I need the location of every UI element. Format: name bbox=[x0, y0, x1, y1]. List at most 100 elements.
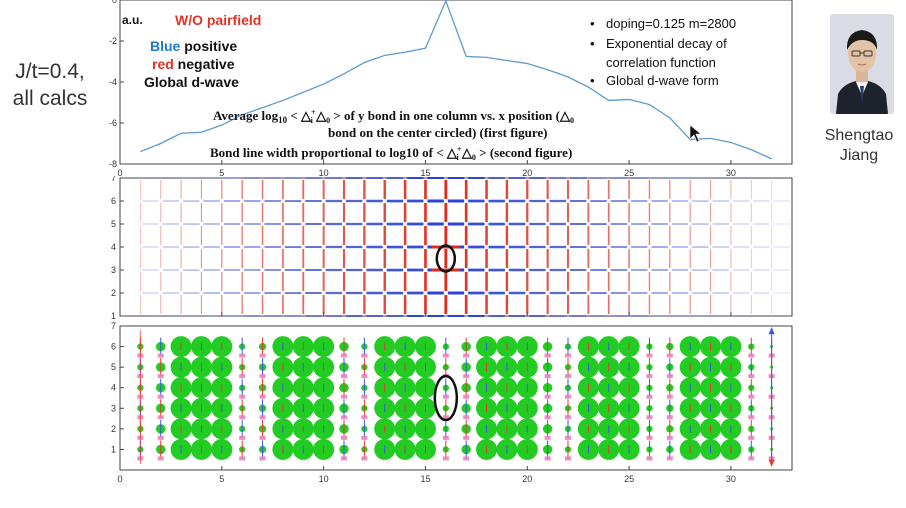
y-tick-label: 0 bbox=[112, 0, 117, 5]
hole-marker bbox=[259, 415, 266, 420]
bullet-list: • doping=0.125 m=2800 • Exponential deca… bbox=[590, 16, 736, 88]
hole-marker bbox=[442, 394, 449, 399]
caption-avg: Average log bbox=[213, 108, 279, 123]
hole-marker bbox=[341, 415, 347, 420]
hole-marker bbox=[341, 456, 347, 461]
hole-marker bbox=[646, 353, 653, 358]
caption-mid: < △ bbox=[287, 108, 312, 123]
hole-marker bbox=[666, 394, 673, 399]
hole-marker bbox=[239, 374, 246, 379]
bullet-2-text: Exponential decay of bbox=[606, 36, 727, 51]
hole-marker bbox=[442, 456, 449, 461]
hole-marker bbox=[565, 394, 571, 399]
hole-marker bbox=[259, 374, 266, 379]
hole-marker bbox=[565, 435, 571, 440]
caption-line3-subi: i bbox=[456, 153, 459, 162]
lattice-axis-ticks: 1 2 3 4 5 6 7 bbox=[111, 176, 732, 321]
hole-marker bbox=[361, 415, 368, 420]
hole-marker bbox=[565, 353, 571, 358]
hole-marker bbox=[463, 415, 470, 420]
legend-blue-rest: positive bbox=[180, 38, 237, 54]
hole-marker bbox=[157, 415, 164, 420]
hole-marker bbox=[544, 353, 551, 358]
caption-sub10: 10 bbox=[278, 115, 288, 125]
y-tick-label: 4 bbox=[111, 383, 116, 393]
hole-marker bbox=[748, 435, 755, 440]
hole-marker bbox=[361, 435, 368, 440]
hole-marker bbox=[239, 394, 246, 399]
x-tick-label: 30 bbox=[726, 168, 736, 178]
x-tick-label: 20 bbox=[522, 474, 532, 484]
hole-marker bbox=[361, 456, 368, 461]
y-tick-label: -6 bbox=[109, 118, 117, 128]
hole-marker bbox=[463, 374, 470, 379]
hole-marker bbox=[157, 374, 164, 379]
x-tick-label: 15 bbox=[420, 168, 430, 178]
legend-blue-word: Blue bbox=[150, 38, 181, 54]
legend-red-word: red bbox=[152, 56, 174, 72]
y-tick-label: -2 bbox=[109, 36, 117, 46]
scatter-axis-ticks: 0 5 10 15 20 25 30 1 2 3 4 5 6 7 bbox=[111, 322, 736, 484]
hole-marker bbox=[463, 456, 470, 461]
hole-marker bbox=[361, 374, 368, 379]
x-tick-label: 5 bbox=[219, 168, 224, 178]
hole-marker bbox=[341, 353, 347, 358]
x-tick-label: 30 bbox=[726, 474, 736, 484]
caption-line-2: bond on the center circled) (first figur… bbox=[328, 125, 548, 140]
x-tick-label: 0 bbox=[117, 168, 122, 178]
bullet-1: • bbox=[590, 16, 595, 31]
hole-marker bbox=[666, 456, 673, 461]
side-note-line-2: all calcs bbox=[12, 87, 88, 110]
hole-marker bbox=[442, 415, 449, 420]
hole-marker bbox=[544, 374, 551, 379]
hole-marker bbox=[463, 435, 470, 440]
caption-sub0b: 0 bbox=[570, 116, 574, 125]
hole-marker bbox=[748, 415, 755, 420]
hole-marker bbox=[646, 456, 653, 461]
y-tick-label: -8 bbox=[109, 159, 117, 169]
axis-ticks: 0 5 10 15 20 25 30 0 -2 -4 -6 -8 bbox=[109, 0, 736, 178]
hole-marker bbox=[565, 456, 571, 461]
hole-marker bbox=[646, 415, 653, 420]
y-tick-label: 1 bbox=[111, 444, 116, 454]
x-tick-label: 25 bbox=[624, 474, 634, 484]
bullet-2: • bbox=[590, 36, 595, 51]
hole-marker bbox=[463, 353, 470, 358]
x-tick-label: 25 bbox=[624, 168, 634, 178]
series-points bbox=[140, 0, 772, 159]
hole-marker bbox=[748, 394, 755, 399]
y-tick-label: 1 bbox=[111, 311, 116, 321]
y-tick-label: 2 bbox=[111, 288, 116, 298]
hole-marker bbox=[565, 374, 571, 379]
caption-line-3: Bond line width proportional to log10 of… bbox=[210, 145, 572, 162]
hole-marker bbox=[259, 456, 266, 461]
y-tick-label: 5 bbox=[111, 362, 116, 372]
y-tick-label: 3 bbox=[111, 265, 116, 275]
center-bond-circle bbox=[435, 244, 457, 273]
hole-marker bbox=[157, 456, 164, 461]
hole-marker bbox=[442, 353, 449, 358]
legend-blue-positive: Blue positive bbox=[150, 38, 237, 54]
bullet-3: • bbox=[590, 73, 595, 88]
caption-sup: + bbox=[311, 108, 316, 117]
side-note-line-1: J/t=0.4, bbox=[15, 60, 85, 83]
caption-tail: △ bbox=[313, 108, 327, 123]
hole-marker bbox=[442, 435, 449, 440]
series-line bbox=[140, 0, 772, 160]
y-tick-label: 4 bbox=[111, 242, 116, 252]
x-tick-label: 10 bbox=[319, 474, 329, 484]
person-portrait-icon bbox=[830, 14, 894, 114]
y-tick-label: 3 bbox=[111, 403, 116, 413]
caption-sub0: 0 bbox=[326, 116, 330, 125]
hole-marker bbox=[666, 435, 673, 440]
bullet-2-text-cont: correlation function bbox=[606, 55, 716, 70]
x-tick-label: 15 bbox=[420, 474, 430, 484]
hole-marker bbox=[157, 435, 164, 440]
caption-gt: > of y bond in one column vs. x position… bbox=[330, 108, 571, 123]
correlation-line-chart: 0 5 10 15 20 25 30 0 -2 -4 -6 -8 a.u. W/O pairfield… bbox=[109, 0, 793, 178]
edge-arrow-head-down bbox=[768, 459, 775, 467]
y-unit-label: a.u. bbox=[122, 13, 143, 27]
presenter-first-name: Shengtao bbox=[824, 127, 894, 144]
center-site-circle bbox=[433, 374, 459, 422]
hole-marker bbox=[239, 435, 246, 440]
